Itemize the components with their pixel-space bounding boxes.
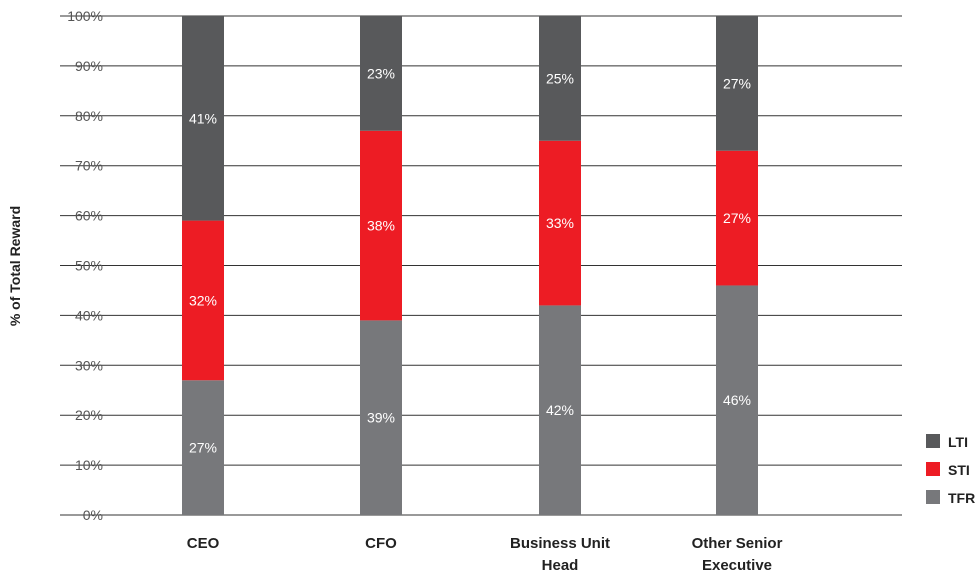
data-label: 23% <box>367 65 395 81</box>
y-tick-label: 20% <box>75 407 103 423</box>
bar-segment-sti <box>716 150 758 286</box>
bars: 27% 32% 41% 39% 38% 23% 42% 33% 25% 46% 27% 27% <box>182 16 758 515</box>
data-label: 41% <box>189 110 217 126</box>
x-category-label: Business Unit <box>510 535 610 552</box>
bar-segment-lti <box>539 16 581 141</box>
x-category-label: Other Senior <box>692 535 783 552</box>
data-label: 42% <box>546 402 574 418</box>
legend-label-lti: LTI <box>948 434 968 450</box>
bar-segment-tfr <box>360 320 402 515</box>
data-label: 27% <box>189 440 217 456</box>
bar-segment-lti <box>360 16 402 131</box>
legend-label-sti: STI <box>948 462 970 478</box>
y-tick-label: 60% <box>75 208 103 224</box>
y-tick-label: 70% <box>75 158 103 174</box>
legend: LTI STI TFR <box>926 434 975 506</box>
y-tick-label: 100% <box>67 8 103 24</box>
data-label: 32% <box>189 292 217 308</box>
y-tick-label: 50% <box>75 258 103 274</box>
data-label: 33% <box>546 215 574 231</box>
bar-segment-sti <box>539 140 581 306</box>
legend-swatch-tfr <box>926 490 940 504</box>
bar-segment-tfr <box>182 380 224 515</box>
x-axis-labels: CEO CFO Business Unit Head Other Senior Execu… <box>187 535 783 574</box>
x-category-label: Head <box>542 557 579 574</box>
y-tick-label: 0% <box>83 507 103 523</box>
legend-swatch-sti <box>926 462 940 476</box>
bar-segment-tfr <box>716 285 758 515</box>
y-tick-label: 30% <box>75 357 103 373</box>
data-label: 39% <box>367 410 395 426</box>
data-label: 46% <box>723 392 751 408</box>
y-tick-label: 10% <box>75 457 103 473</box>
data-label: 38% <box>367 218 395 234</box>
bar-segment-lti <box>716 16 758 151</box>
x-category-label: Executive <box>702 557 772 574</box>
bar-segment-tfr <box>539 305 581 515</box>
x-category-label: CEO <box>187 535 220 552</box>
data-label: 25% <box>546 70 574 86</box>
bar-segment-sti <box>360 130 402 321</box>
legend-swatch-lti <box>926 434 940 448</box>
y-tick-label: 80% <box>75 108 103 124</box>
y-axis-ticks: 0% 10% 20% 30% 40% 50% 60% 70% 80% 90% 100% <box>67 8 103 523</box>
legend-label-tfr: TFR <box>948 490 975 506</box>
y-axis-label: % of Total Reward <box>7 206 23 326</box>
bar-segment-sti <box>182 220 224 381</box>
y-tick-label: 90% <box>75 58 103 74</box>
data-label: 27% <box>723 210 751 226</box>
data-label: 27% <box>723 75 751 91</box>
bar-segment-lti <box>182 16 224 221</box>
y-tick-label: 40% <box>75 307 103 323</box>
x-category-label: CFO <box>365 535 397 552</box>
